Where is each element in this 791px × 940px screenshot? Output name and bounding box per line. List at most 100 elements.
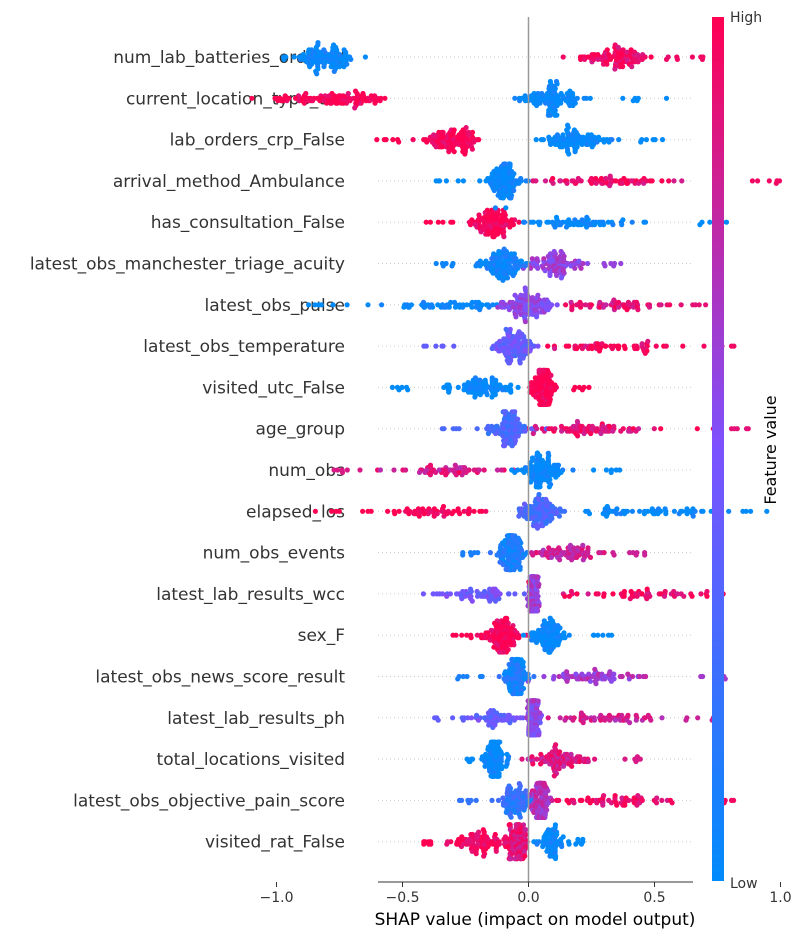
shap-point	[644, 586, 650, 592]
shap-point	[499, 304, 505, 310]
shap-point	[620, 64, 626, 70]
shap-point	[681, 593, 687, 599]
shap-point	[362, 54, 368, 60]
shap-point	[451, 299, 458, 305]
shap-point	[469, 304, 475, 310]
shap-point	[639, 591, 645, 597]
shap-point	[574, 345, 580, 352]
shap-point	[573, 129, 579, 135]
shap-point	[455, 384, 461, 390]
shap-point	[723, 219, 730, 225]
shap-point	[331, 68, 337, 74]
shap-point	[476, 137, 482, 143]
shap-point	[568, 588, 575, 595]
shap-point	[475, 377, 481, 383]
shap-point	[645, 508, 651, 514]
shap-point	[467, 222, 474, 228]
feature-row: num_lab_batteries_ordered	[113, 40, 706, 77]
shap-point	[552, 822, 559, 828]
shap-point	[500, 195, 506, 201]
shap-point	[574, 95, 580, 101]
shap-point	[542, 783, 548, 789]
shap-point	[545, 112, 552, 118]
shap-point	[457, 465, 463, 471]
shap-point	[479, 302, 485, 308]
shap-point	[560, 834, 566, 840]
shap-point	[583, 95, 590, 101]
shap-point	[659, 715, 665, 721]
shap-point	[624, 508, 631, 514]
shap-point	[474, 712, 480, 719]
shap-point	[508, 382, 514, 388]
shap-point	[571, 800, 577, 806]
shap-point	[519, 547, 525, 553]
shap-point	[622, 345, 628, 352]
shap-point	[662, 588, 668, 595]
shap-point	[391, 467, 397, 473]
shap-point	[562, 593, 568, 599]
shap-point	[534, 756, 540, 762]
shap-point	[510, 304, 516, 310]
shap-point	[357, 467, 363, 473]
shap-point	[607, 183, 613, 189]
shap-point	[377, 98, 383, 104]
shap-point	[422, 839, 428, 845]
shap-point	[547, 272, 553, 279]
shap-point	[338, 56, 344, 63]
shap-point	[536, 491, 542, 498]
shap-point	[468, 382, 474, 388]
shap-point	[659, 137, 666, 143]
shap-point	[577, 754, 583, 760]
shap-point	[510, 299, 516, 305]
colorbar: High Low Feature value	[712, 10, 780, 892]
feature-row: age_group	[255, 409, 751, 449]
shap-point	[485, 630, 491, 636]
shap-point	[503, 326, 509, 332]
shap-point	[300, 52, 306, 58]
shap-point	[614, 802, 620, 808]
shap-point	[521, 423, 528, 429]
shap-point	[557, 178, 564, 184]
shap-point	[396, 139, 402, 145]
shap-point	[494, 588, 500, 595]
shap-point	[615, 345, 622, 352]
shap-point	[427, 134, 433, 140]
shap-point	[396, 387, 402, 393]
shap-point	[334, 100, 341, 106]
shap-point	[496, 649, 502, 655]
shap-point	[347, 98, 353, 104]
shap-point	[443, 472, 449, 478]
shap-point	[661, 593, 668, 599]
shap-point	[479, 508, 485, 514]
feature-row: num_obs	[268, 450, 693, 490]
shap-point	[521, 501, 528, 507]
shap-point	[476, 829, 482, 835]
shap-point	[550, 676, 557, 682]
feature-rows: num_lab_batteries_ordered current_locatio…	[30, 40, 783, 862]
shap-point	[603, 343, 609, 349]
shap-point	[457, 511, 463, 517]
shap-point	[501, 246, 507, 252]
shap-point	[658, 302, 664, 308]
shap-point	[312, 302, 318, 308]
shap-point	[618, 428, 624, 434]
shap-point	[630, 98, 636, 104]
shap-point	[505, 591, 512, 597]
shap-point	[568, 751, 574, 757]
shap-point	[617, 467, 623, 473]
shap-point	[646, 304, 653, 310]
shap-point	[572, 265, 578, 271]
shap-point	[500, 387, 506, 393]
shap-point	[606, 423, 612, 429]
shap-point	[291, 54, 297, 60]
shap-point	[500, 649, 507, 655]
shap-point	[600, 802, 606, 808]
shap-point	[690, 513, 696, 519]
shap-point	[607, 669, 613, 675]
shap-point	[642, 350, 648, 356]
shap-point	[416, 469, 423, 475]
shap-point	[601, 593, 607, 599]
shap-point	[382, 95, 388, 101]
shap-point	[607, 173, 613, 179]
shap-point	[484, 392, 490, 398]
